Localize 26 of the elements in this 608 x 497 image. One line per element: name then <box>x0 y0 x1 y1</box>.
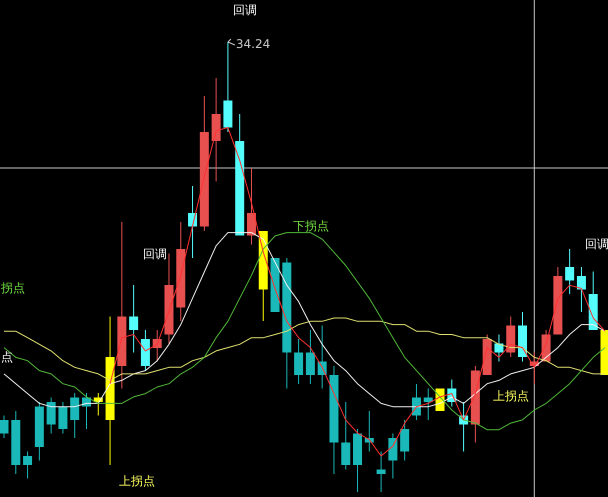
annotation: 拐点 <box>0 281 25 295</box>
text: 回调 <box>233 3 257 17</box>
annotation: 回调 <box>143 247 167 261</box>
annotation: 上拐点 <box>119 474 155 488</box>
annotation: 回调 <box>585 237 608 251</box>
candlestick <box>400 420 410 461</box>
annotation: 34.24 <box>236 37 270 51</box>
candlestick <box>388 433 398 479</box>
candlestick <box>70 392 80 438</box>
candlestick <box>294 338 304 384</box>
annotation: 下拐点 <box>293 219 329 233</box>
candlestick <box>46 397 56 434</box>
candlestick <box>0 415 8 438</box>
candlestick <box>23 451 32 479</box>
candlestick <box>376 451 386 492</box>
candlestick <box>58 402 68 434</box>
candlestick <box>306 330 315 384</box>
candlestick <box>565 248 574 294</box>
annotation: 上拐点 <box>493 389 529 403</box>
annotation: 点 <box>1 350 13 364</box>
candlestick <box>576 266 586 312</box>
candlestick <box>424 388 433 420</box>
candlestick <box>129 284 138 353</box>
candlestick <box>246 168 256 245</box>
candlestick <box>341 402 350 470</box>
candlestick <box>494 334 504 362</box>
